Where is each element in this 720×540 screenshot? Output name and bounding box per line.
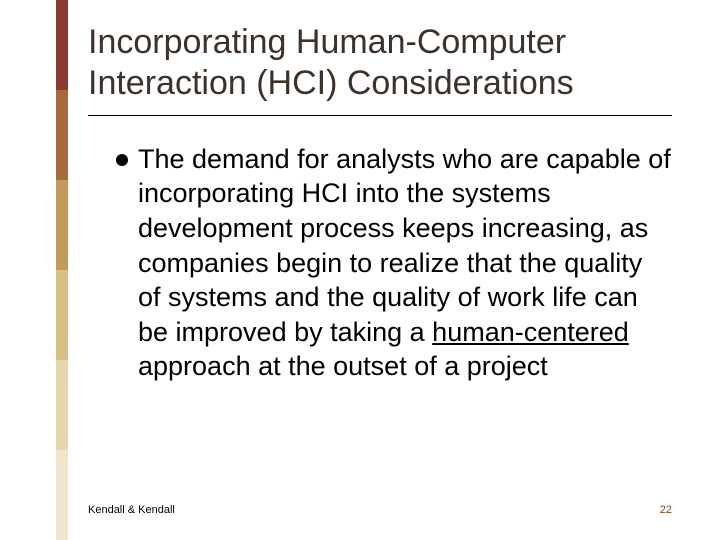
bullet-text-underlined: human-centered	[432, 317, 629, 347]
title-rule	[88, 115, 672, 116]
footer-author: Kendall & Kendall	[88, 504, 175, 516]
footer-page-number: 22	[660, 504, 672, 516]
bullet-dot-icon	[116, 154, 128, 166]
slide-title: Incorporating Human-Computer Interaction…	[88, 22, 672, 105]
bullet-text-post: approach at the outset of a project	[138, 351, 548, 381]
bullet-item: The demand for analysts who are capable …	[88, 142, 672, 384]
bullet-text: The demand for analysts who are capable …	[138, 142, 672, 384]
slide: Incorporating Human-Computer Interaction…	[0, 0, 720, 540]
